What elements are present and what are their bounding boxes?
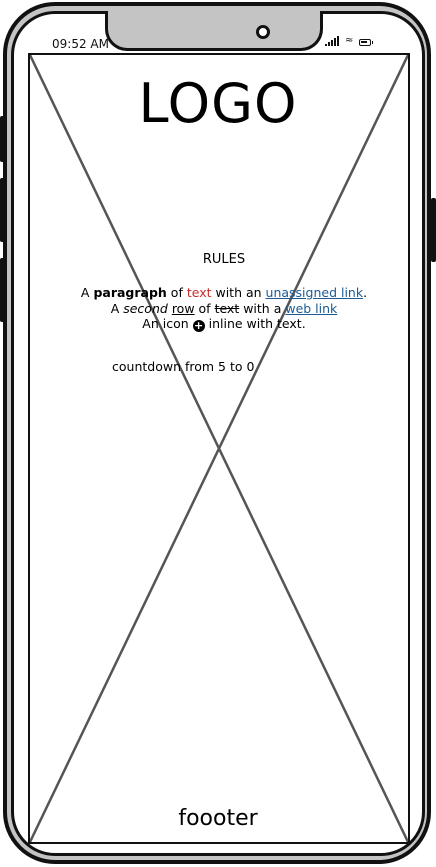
footer: foooter <box>178 806 258 831</box>
logo: LOGO <box>138 72 298 135</box>
wifi-icon: ≈ <box>345 35 354 46</box>
camera-icon <box>256 25 270 39</box>
volume-down-button <box>0 258 5 322</box>
volume-up-button <box>0 178 5 242</box>
bold-text: paragraph <box>93 285 167 300</box>
status-time: 09:52 AM <box>52 37 109 51</box>
red-text: text <box>186 285 212 300</box>
battery-icon <box>359 39 374 46</box>
signal-icon <box>325 36 339 46</box>
underlined-text: row <box>171 300 195 316</box>
notch <box>105 11 323 51</box>
countdown-text: countdown from 5 to 0 <box>112 359 255 374</box>
italic-text: second <box>123 300 168 316</box>
paragraph-line-2: A second row of text with a web link <box>110 300 338 316</box>
plus-circle-icon: + <box>192 319 205 332</box>
unassigned-link[interactable]: unassigned link <box>265 285 364 300</box>
mute-switch <box>0 116 5 162</box>
phone-screen <box>11 11 425 856</box>
paragraph-line-1: A paragraph of text with an unassigned l… <box>80 285 368 300</box>
image-placeholder-x <box>30 55 408 842</box>
web-link[interactable]: web link <box>285 300 338 316</box>
strikethrough-text: text <box>214 300 240 316</box>
rules-title: RULES <box>202 252 246 267</box>
power-button <box>431 198 436 262</box>
paragraph-line-3: An icon + inline with text. <box>142 316 306 332</box>
rules-paragraph: A paragraph of text with an unassigned l… <box>0 285 436 332</box>
status-icons: ≈ <box>325 35 374 46</box>
content-frame <box>28 53 410 844</box>
